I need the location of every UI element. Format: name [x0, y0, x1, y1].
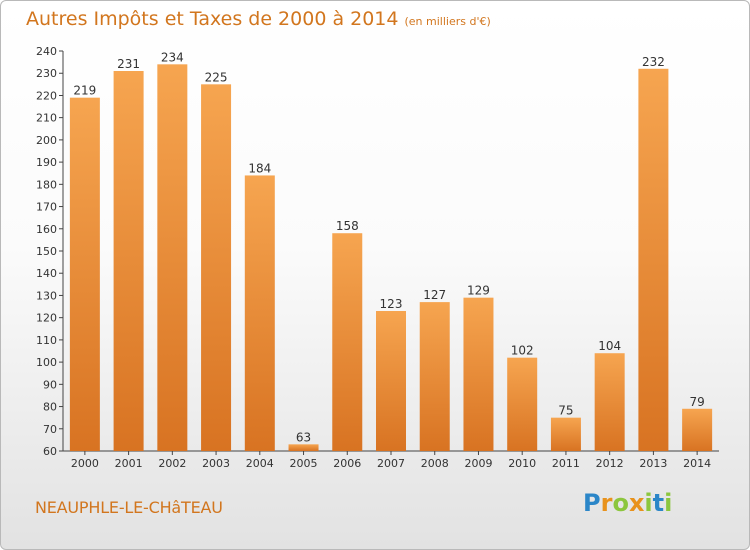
bar-2010	[507, 357, 538, 451]
x-tick-label: 2010	[508, 457, 536, 470]
x-tick-label: 2004	[246, 457, 274, 470]
logo-letter: i	[664, 489, 673, 517]
y-tick-label: 90	[43, 378, 57, 391]
y-tick-label: 180	[36, 178, 57, 191]
y-tick-label: 60	[43, 445, 57, 458]
bar-2006	[332, 233, 363, 451]
x-tick-label: 2009	[464, 457, 492, 470]
x-tick-label: 2011	[552, 457, 580, 470]
x-tick-label: 2003	[202, 457, 230, 470]
logo-letter: P	[583, 489, 601, 517]
bar-2009	[463, 297, 494, 451]
bar-2000	[69, 97, 100, 452]
logo-letter: r	[600, 489, 613, 517]
x-tick-label: 2013	[639, 457, 667, 470]
data-label-2004: 184	[248, 161, 271, 175]
y-tick-label: 220	[36, 89, 57, 102]
data-label-2008: 127	[423, 288, 446, 302]
logo-letter: o	[612, 489, 629, 517]
bars	[69, 64, 713, 452]
data-label-2009: 129	[467, 284, 490, 298]
y-tick-label: 100	[36, 356, 57, 369]
data-label-2005: 63	[296, 430, 311, 444]
y-tick-label: 140	[36, 267, 57, 280]
y-tick-label: 130	[36, 289, 57, 302]
y-tick-label: 230	[36, 67, 57, 80]
bar-2003	[201, 84, 232, 451]
logo-letter: i	[644, 489, 653, 517]
y-tick-label: 240	[36, 45, 57, 58]
x-tick-label: 2005	[290, 457, 318, 470]
x-tick-label: 2000	[71, 457, 99, 470]
bar-2005	[288, 444, 319, 451]
data-label-2007: 123	[380, 297, 403, 311]
chart-subtitle: (en milliers d'€)	[404, 15, 491, 28]
bar-2004	[244, 175, 275, 451]
bar-2008	[419, 302, 450, 451]
x-tick-label: 2006	[333, 457, 361, 470]
data-label-2010: 102	[511, 344, 534, 358]
data-label-2014: 79	[689, 395, 704, 409]
bar-2014	[682, 408, 713, 451]
x-tick-label: 2002	[158, 457, 186, 470]
data-labels: 219 231 234 225 184 63 158 123 127 129 102 75 104 232…	[73, 50, 704, 444]
data-label-2002: 234	[161, 50, 184, 64]
data-label-2000: 219	[73, 84, 96, 98]
y-tick-label: 80	[43, 401, 57, 414]
y-tick-label: 160	[36, 223, 57, 236]
y-tick-label: 170	[36, 201, 57, 214]
town-name: NEAUPHLE-LE-CHâTEAU	[35, 498, 223, 517]
data-label-2006: 158	[336, 219, 359, 233]
data-label-2001: 231	[117, 57, 140, 71]
y-tick-label: 110	[36, 334, 57, 347]
y-tick-label: 190	[36, 156, 57, 169]
bar-2013	[638, 68, 669, 452]
bar-2001	[113, 71, 144, 451]
y-tick-label: 200	[36, 134, 57, 147]
proxiti-logo[interactable]: Proxiti	[583, 489, 672, 517]
chart-title-text: Autres Impôts et Taxes de 2000 à 2014	[26, 8, 399, 30]
y-tick-label: 150	[36, 245, 57, 258]
x-tick-label: 2012	[596, 457, 624, 470]
x-tick-label: 2007	[377, 457, 405, 470]
x-tick-label: 2014	[683, 457, 711, 470]
y-tick-label: 70	[43, 423, 57, 436]
logo-letter: x	[628, 489, 645, 517]
bar-2011	[550, 417, 581, 451]
y-tick-label: 210	[36, 112, 57, 125]
bar-2012	[594, 353, 625, 451]
x-tick-label: 2008	[421, 457, 449, 470]
bar-2002	[157, 64, 188, 452]
logo-letter: t	[652, 489, 665, 517]
data-label-2011: 75	[558, 404, 573, 418]
data-label-2012: 104	[598, 339, 621, 353]
y-tick-label: 120	[36, 312, 57, 325]
x-tick-label: 2001	[115, 457, 143, 470]
chart-title: Autres Impôts et Taxes de 2000 à 2014 (en…	[26, 8, 491, 30]
data-label-2003: 225	[205, 70, 228, 84]
data-label-2013: 232	[642, 55, 665, 69]
bar-2007	[376, 311, 406, 451]
